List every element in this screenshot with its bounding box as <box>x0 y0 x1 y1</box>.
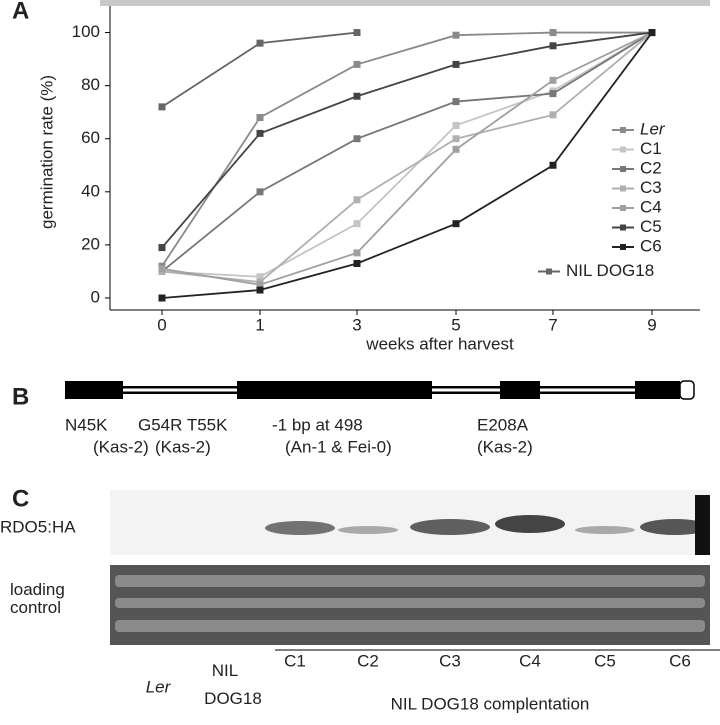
blot-ha <box>110 490 710 555</box>
point <box>353 220 361 228</box>
blot-row-label: loading control <box>10 580 65 617</box>
panel-label: A <box>12 0 29 24</box>
x-tick-label: 0 <box>157 315 166 334</box>
point <box>452 98 460 106</box>
mutation: G54R T55K <box>138 415 228 434</box>
accession: (An-1 & Fei-0) <box>285 437 392 456</box>
point <box>256 129 264 137</box>
point <box>158 244 166 252</box>
point <box>452 145 460 153</box>
legend-label: C1 <box>640 139 662 158</box>
point <box>158 103 166 111</box>
point <box>256 39 264 47</box>
legend-label: C6 <box>640 236 662 255</box>
point <box>549 90 557 98</box>
series-line <box>161 31 653 249</box>
legend-marker <box>620 127 626 133</box>
point <box>158 265 166 273</box>
point <box>353 249 361 257</box>
loading-bands <box>115 575 705 632</box>
y-tick-label: 40 <box>81 181 100 200</box>
panel-label: B <box>12 383 29 410</box>
mutation: E208A <box>477 415 529 434</box>
legend-label: C4 <box>640 197 662 216</box>
series-line <box>161 31 653 278</box>
blot-row-label: RDO5:HA <box>0 517 76 536</box>
lane-label: C1 <box>284 651 306 670</box>
point <box>353 196 361 204</box>
mutation: N45K <box>65 415 108 434</box>
y-tick-label: 80 <box>81 75 100 94</box>
point <box>549 29 557 37</box>
lane-label: C4 <box>519 651 541 670</box>
x-tick-label: 7 <box>548 315 557 334</box>
point <box>549 111 557 119</box>
legend-marker <box>546 268 552 275</box>
point <box>549 76 557 84</box>
point <box>353 259 361 267</box>
lane-label: C2 <box>357 651 379 670</box>
ha-bands <box>265 495 710 555</box>
gene-model <box>65 380 695 400</box>
series-line <box>161 31 653 273</box>
group-label: NIL DOG18 complentation <box>391 694 590 713</box>
point <box>353 60 361 68</box>
point <box>256 188 264 196</box>
series-line <box>161 31 653 286</box>
legend-label: C5 <box>640 217 662 236</box>
point <box>648 29 656 37</box>
legend-label: C2 <box>640 158 662 177</box>
point <box>549 161 557 169</box>
point <box>256 281 264 289</box>
series-line <box>161 32 653 299</box>
point <box>452 135 460 143</box>
point <box>353 29 361 37</box>
series-line <box>161 31 653 284</box>
accession: (Kas-2) <box>93 437 149 456</box>
panel-label: C <box>12 485 29 512</box>
legend-label: Ler <box>640 119 666 138</box>
point <box>452 31 460 39</box>
legend-marker <box>620 244 626 250</box>
legend-label: C3 <box>640 178 662 197</box>
point <box>452 220 460 228</box>
lane-label: C6 <box>669 651 691 670</box>
point <box>353 92 361 100</box>
accession: (Kas-2) <box>155 437 211 456</box>
point <box>549 42 557 50</box>
series-line <box>161 31 652 267</box>
lane-label: C3 <box>439 651 461 670</box>
x-tick-label: 5 <box>451 315 460 334</box>
legend-marker <box>620 185 626 192</box>
legend-marker <box>620 224 626 231</box>
legend-marker <box>620 166 626 172</box>
y-tick-label: 60 <box>81 128 100 147</box>
y-axis-title: germination rate (%) <box>37 75 56 229</box>
lane-label: Ler <box>146 677 172 696</box>
point <box>452 60 460 68</box>
x-axis-title: weeks after harvest <box>365 334 514 353</box>
legend-marker <box>620 146 626 153</box>
lane-label: C5 <box>594 651 616 670</box>
lane-label: NIL DOG18 <box>204 661 262 708</box>
point <box>256 113 264 121</box>
accession: (Kas-2) <box>477 437 533 456</box>
point <box>256 286 264 294</box>
x-tick-label: 9 <box>647 315 656 334</box>
point <box>353 135 361 143</box>
point <box>256 273 264 281</box>
mutation: -1 bp at 498 <box>272 415 363 434</box>
y-tick-label: 20 <box>81 234 100 253</box>
x-tick-label: 1 <box>255 315 264 334</box>
legend-marker <box>620 205 626 211</box>
point <box>158 294 166 302</box>
frame-top <box>100 0 710 6</box>
x-tick-label: 3 <box>352 315 361 334</box>
y-tick-label: 0 <box>91 287 100 306</box>
y-tick-label: 100 <box>72 22 100 41</box>
point <box>452 121 460 129</box>
legend-label: NIL DOG18 <box>566 261 654 280</box>
